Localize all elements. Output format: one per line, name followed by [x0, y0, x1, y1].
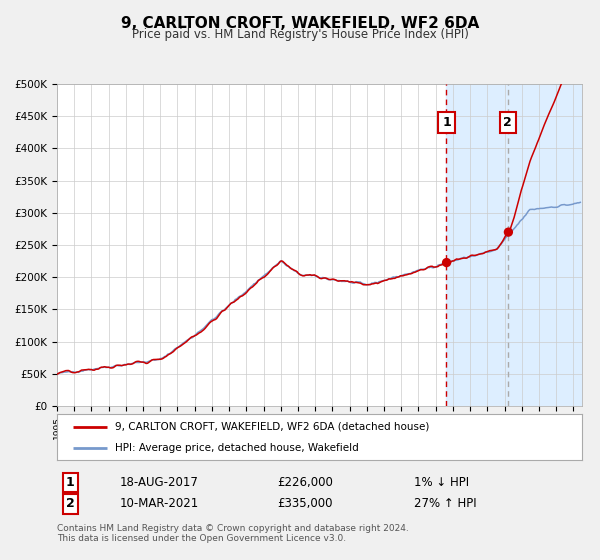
Text: 1: 1: [66, 476, 74, 489]
Bar: [446, 84, 582, 406]
Point: [503, 227, 513, 236]
Text: 1: 1: [442, 116, 451, 129]
Text: HPI: Average price, detached house, Wakefield: HPI: Average price, detached house, Wake…: [115, 443, 359, 453]
Text: 27% ↑ HPI: 27% ↑ HPI: [414, 497, 476, 510]
Text: 1% ↓ HPI: 1% ↓ HPI: [414, 476, 469, 489]
Text: 2: 2: [66, 497, 74, 510]
Text: Price paid vs. HM Land Registry's House Price Index (HPI): Price paid vs. HM Land Registry's House …: [131, 28, 469, 41]
Text: 2: 2: [503, 116, 512, 129]
Text: 18-AUG-2017: 18-AUG-2017: [120, 476, 199, 489]
Text: 9, CARLTON CROFT, WAKEFIELD, WF2 6DA: 9, CARLTON CROFT, WAKEFIELD, WF2 6DA: [121, 16, 479, 31]
Text: 9, CARLTON CROFT, WAKEFIELD, WF2 6DA (detached house): 9, CARLTON CROFT, WAKEFIELD, WF2 6DA (de…: [115, 422, 429, 432]
Text: £335,000: £335,000: [277, 497, 333, 510]
Point: [442, 258, 451, 267]
Text: £226,000: £226,000: [277, 476, 334, 489]
Text: Contains HM Land Registry data © Crown copyright and database right 2024.
This d: Contains HM Land Registry data © Crown c…: [57, 524, 409, 543]
Text: 10-MAR-2021: 10-MAR-2021: [120, 497, 199, 510]
